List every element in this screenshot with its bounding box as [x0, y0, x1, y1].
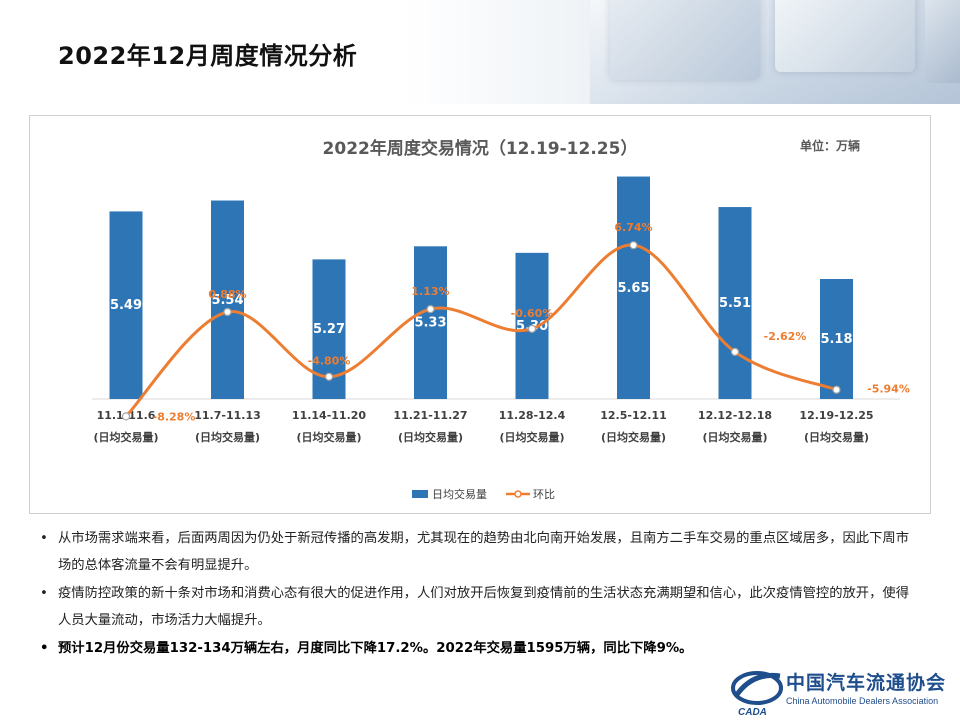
- x-tick-sub-2: (日均交易量): [195, 430, 260, 444]
- cada-logo-icon: CADA: [731, 671, 783, 718]
- cada-logo: CADA 中国汽车流通协会 China Automobile Dealers A…: [728, 664, 960, 720]
- header-cube-3: [925, 0, 960, 83]
- bullet-text: 预计12月份交易量132-134万辆左右，月度同比下降17.2%。2022年交易…: [58, 641, 693, 656]
- x-tick-sub-4: (日均交易量): [398, 430, 463, 444]
- bar-4: [414, 246, 447, 399]
- x-tick-sub-1: (日均交易量): [93, 430, 158, 444]
- line-label-1: -8.28%: [153, 410, 196, 423]
- chart-title: 2022年周度交易情况（12.19-12.25）: [322, 139, 638, 159]
- line-label-5: -0.60%: [511, 307, 554, 320]
- line-point-3: [324, 372, 334, 381]
- chart-panel: 2022年周度交易情况（12.19-12.25） 单位：万辆 5.4911.1-…: [29, 115, 931, 514]
- bullet-text: 从市场需求端来看，后面两周因为仍处于新冠传播的高发期，尤其现在的趋势由北向南开始…: [58, 531, 909, 573]
- bar-6: [617, 176, 650, 399]
- x-tick-sub-5: (日均交易量): [499, 430, 564, 444]
- bar-label-8: 5.18: [820, 332, 852, 347]
- x-tick-sub-8: (日均交易量): [804, 430, 869, 444]
- x-tick-label-3: 11.14-11.20: [292, 409, 366, 422]
- x-tick-label-7: 12.12-12.18: [698, 409, 772, 422]
- bar-2: [211, 200, 244, 399]
- series-line-huanbi: [124, 243, 838, 418]
- legend-swatch-bar: [412, 490, 428, 498]
- legend-label-line: 环比: [533, 488, 555, 501]
- x-tick-sub-6: (日均交易量): [601, 430, 666, 444]
- bullet-item-2: • 疫情防控政策的新十条对市场和消费心态有很大的促进作用，人们对放开后恢复到疫情…: [40, 580, 920, 634]
- line-point-6: [629, 241, 638, 250]
- x-tick-label-2: 11.7-11.13: [194, 409, 261, 422]
- line-label-6: 6.74%: [614, 221, 652, 234]
- bullet-item-1: • 从市场需求端来看，后面两周因为仍处于新冠传播的高发期，尤其现在的趋势由北向南…: [40, 525, 920, 579]
- header-banner: [0, 0, 960, 104]
- line-point-8: [832, 385, 841, 394]
- bullet-list: • 从市场需求端来看，后面两周因为仍处于新冠传播的高发期，尤其现在的趋势由北向南…: [40, 525, 920, 663]
- bullet-item-3: • 预计12月份交易量132-134万辆左右，月度同比下降17.2%。2022年…: [40, 635, 920, 662]
- x-tick-sub-3: (日均交易量): [296, 430, 361, 444]
- page-title: 2022年12月周度情况分析: [58, 42, 358, 70]
- line-point-2: [223, 307, 232, 317]
- line-point-4: [426, 305, 435, 314]
- line-point-7: [730, 347, 740, 356]
- header-cube-1: [610, 0, 760, 80]
- unit-label: 单位：万辆: [800, 139, 861, 153]
- bar-label-1: 5.49: [110, 298, 142, 313]
- bullet-dot: •: [40, 641, 49, 656]
- bar-7: [718, 207, 752, 399]
- line-label-2: 0.88%: [208, 288, 246, 301]
- bullet-text: 疫情防控政策的新十条对市场和消费心态有很大的促进作用，人们对放开后恢复到疫情前的…: [58, 586, 909, 628]
- line-point-1: [121, 412, 131, 421]
- line-label-7: -2.62%: [764, 330, 807, 343]
- bar-8: [820, 279, 853, 399]
- weekly-chart: 5.4911.1-11.6(日均交易量)5.5411.7-11.13(日均交易量…: [92, 176, 910, 501]
- line-label-8: -5.94%: [867, 383, 910, 396]
- bar-label-3: 5.27: [313, 322, 345, 337]
- bullet-dot: •: [40, 586, 48, 601]
- bullet-dot: •: [40, 531, 48, 546]
- header-cube-2: [775, 0, 915, 72]
- x-tick-sub-7: (日均交易量): [702, 430, 767, 444]
- legend-label-bar: 日均交易量: [432, 487, 487, 501]
- logo-name-en: China Automobile Dealers Association: [786, 696, 939, 706]
- line-point-5: [527, 324, 537, 333]
- bar-label-7: 5.51: [719, 296, 751, 311]
- x-tick-label-8: 12.19-12.25: [799, 409, 873, 422]
- x-tick-label-5: 11.28-12.4: [499, 409, 566, 422]
- bar-label-6: 5.65: [617, 281, 649, 296]
- x-tick-label-4: 11.21-11.27: [393, 409, 467, 422]
- logo-mark: CADA: [738, 707, 767, 718]
- bar-label-4: 5.33: [414, 316, 446, 331]
- logo-name-cn: 中国汽车流通协会: [786, 672, 947, 694]
- line-label-3: -4.80%: [308, 355, 351, 368]
- bar-label-2: 5.54: [211, 293, 243, 308]
- x-tick-label-6: 12.5-12.11: [600, 409, 667, 422]
- line-label-4: 1.13%: [411, 285, 449, 298]
- bar-1: [109, 211, 143, 399]
- legend-swatch-dot: [514, 490, 522, 498]
